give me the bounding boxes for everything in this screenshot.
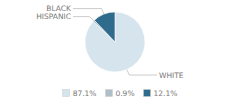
legend-swatch [144, 90, 151, 97]
legend-item: 12.1% [144, 89, 178, 98]
legend-label: 12.1% [154, 89, 178, 98]
slice-label: BLACK [46, 4, 72, 13]
labels: WHITE HISPANICBLACK [36, 4, 184, 79]
slice [85, 12, 145, 72]
leader-line [127, 70, 157, 76]
slice [94, 12, 115, 42]
legend: 87.1% 0.9% 12.1% [63, 89, 178, 98]
legend-item: 0.9% [105, 89, 134, 98]
legend-label: 0.9% [115, 89, 134, 98]
legend-swatch [63, 90, 70, 97]
pie [85, 12, 145, 72]
slice-label: WHITE [159, 71, 184, 80]
leader-line [73, 9, 104, 15]
legend-swatch [105, 90, 112, 97]
legend-label: 87.1% [73, 89, 97, 98]
slice-label: HISPANIC [36, 12, 71, 21]
chart: WHITE HISPANICBLACK 87.1% 0.9% 12.1% [0, 0, 240, 100]
legend-item: 87.1% [63, 89, 97, 98]
leader-line [73, 17, 94, 21]
